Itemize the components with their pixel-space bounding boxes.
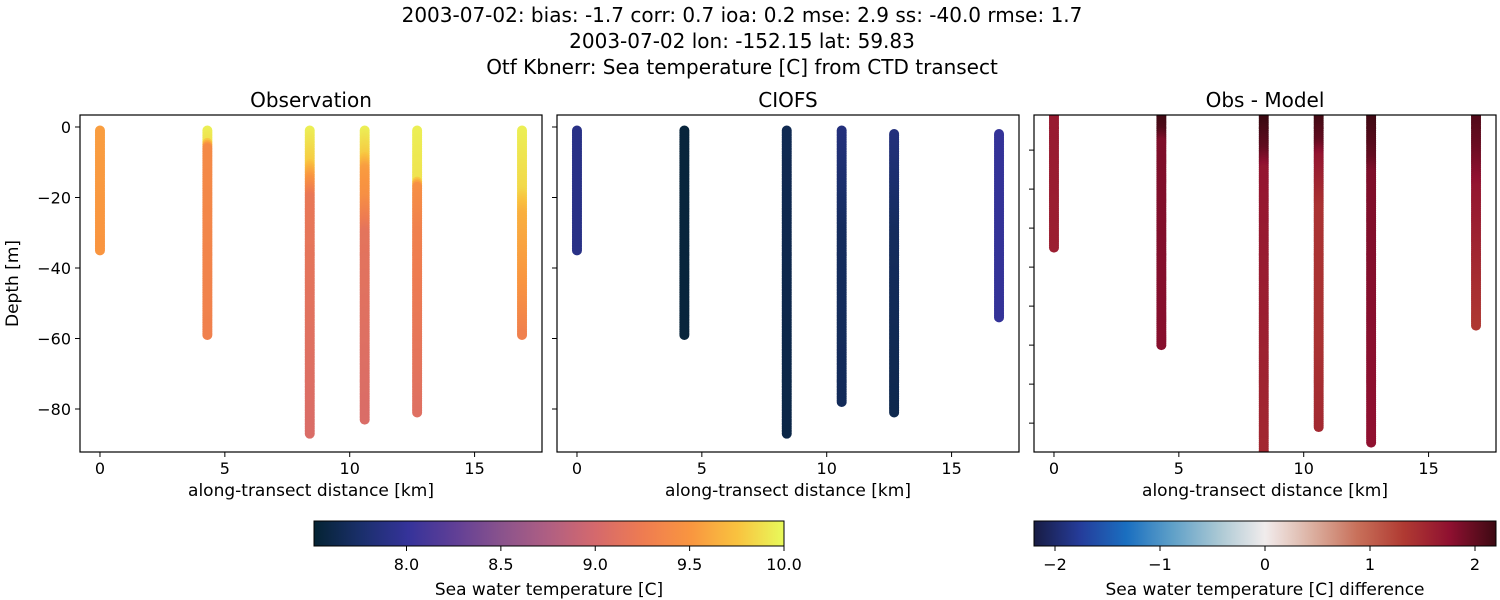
data-point [1259,453,1269,463]
figure-title-line: 2003-07-02 lon: -152.15 lat: 59.83 [569,29,915,53]
cast-5 [517,125,528,340]
data-point [1261,451,1267,452]
x-tick-label: 15 [1418,459,1438,478]
data-point [889,407,900,418]
colorbar-tick-label: −1 [1148,555,1172,574]
colorbar-tick-label: 1 [1365,555,1375,574]
x-tick-label: 0 [95,459,105,478]
cast-0 [94,125,105,256]
cast-4 [1366,115,1377,448]
cast-3 [1313,115,1324,433]
x-tick-label: 5 [697,459,707,478]
y-axis-label: Depth [m] [3,240,23,327]
cast-2 [304,125,315,439]
colorbar-1: −2 −1 0 1 2 Sea water temperature [C] differe… [1033,520,1497,600]
axes-frame [79,114,543,453]
x-tick-label: 5 [220,459,230,478]
data-points [571,125,1005,439]
cast-0 [571,125,582,256]
cast-5 [1471,115,1482,331]
data-point [359,414,370,425]
data-point [94,245,105,256]
figure-title-line: Otf Kbnerr: Sea temperature [C] from CTD… [486,55,998,79]
data-points [1048,115,1482,467]
data-point [836,396,847,407]
data-point [994,312,1005,323]
colorbar-0: 8.0 8.5 9.0 9.5 10.0 Sea water temperature [C… [313,520,802,600]
cast-1 [1156,115,1167,351]
colorbar-tick-label: 9.0 [583,555,608,574]
cast-4 [889,129,900,418]
y-tick-label: −60 [37,329,71,348]
data-point [304,428,315,439]
data-points [94,125,528,439]
x-tick-label: 0 [1049,459,1059,478]
data-point [412,407,423,418]
cast-1 [202,125,213,340]
y-tick-label: 0 [61,118,71,137]
x-tick-label: 15 [941,459,961,478]
colorbar-tick-label: 8.0 [394,555,419,574]
cast-3 [359,125,370,425]
colorbar-bar [313,520,785,547]
cast-1 [679,125,690,340]
data-point [679,329,690,340]
data-point [781,428,792,439]
panel-ciofs: 0 5 10 15 CIOFS along-transect distance [km] [552,88,1020,501]
data-point [202,329,213,340]
colorbar-tick-label: 9.5 [677,555,702,574]
x-tick-label: 5 [1174,459,1184,478]
axes-frame [1033,114,1497,453]
colorbar-tick-label: 10.0 [766,555,802,574]
panel-title: Obs - Model [1206,88,1325,112]
cast-4 [412,125,423,418]
panel-observation: 0 5 10 15 0 −20 −40 −60 −80 Observation along-tran… [3,88,543,501]
data-point [1259,455,1269,465]
colorbar-tick-label: 2 [1470,555,1480,574]
axes-frame [556,114,1020,453]
figure-title-line: 2003-07-02: bias: -1.7 corr: 0.7 ioa: 0.… [402,3,1083,27]
cast-2 [781,125,792,439]
x-tick-label: 15 [464,459,484,478]
data-point [1366,437,1377,448]
x-tick-label: 10 [817,459,837,478]
data-point [1259,457,1269,467]
colorbar-tick-label: 0 [1260,555,1270,574]
panel-obs-model: 0 5 10 15 Obs - Model along-transect distance… [1029,88,1497,501]
data-point [1259,449,1269,452]
cast-5 [994,129,1005,323]
x-tick-label: 10 [1294,459,1314,478]
colorbar-label: Sea water temperature [C] difference [1105,580,1424,600]
y-tick-label: −20 [37,188,71,207]
data-point [1471,320,1482,331]
panel-title: Observation [250,88,372,112]
x-axis-label: along-transect distance [km] [665,481,911,501]
x-tick-label: 10 [340,459,360,478]
x-tick-label: 0 [572,459,582,478]
colorbar-tick-label: 8.5 [488,555,513,574]
colorbar-label: Sea water temperature [C] [435,580,663,600]
x-axis-label: along-transect distance [km] [1142,481,1388,501]
y-tick-label: −80 [37,400,71,419]
colorbar-bar [1033,520,1497,547]
panel-title: CIOFS [758,88,817,112]
y-tick-label: −40 [37,259,71,278]
data-point [1156,340,1167,351]
data-point [517,329,528,340]
colorbar-tick-label: −2 [1043,555,1067,574]
cast-3 [836,125,847,407]
data-point [571,245,582,256]
x-axis-label: along-transect distance [km] [188,481,434,501]
data-point [1313,422,1324,433]
data-point [1048,242,1059,253]
cast-0 [1048,115,1059,253]
cast-2 [1258,115,1269,467]
